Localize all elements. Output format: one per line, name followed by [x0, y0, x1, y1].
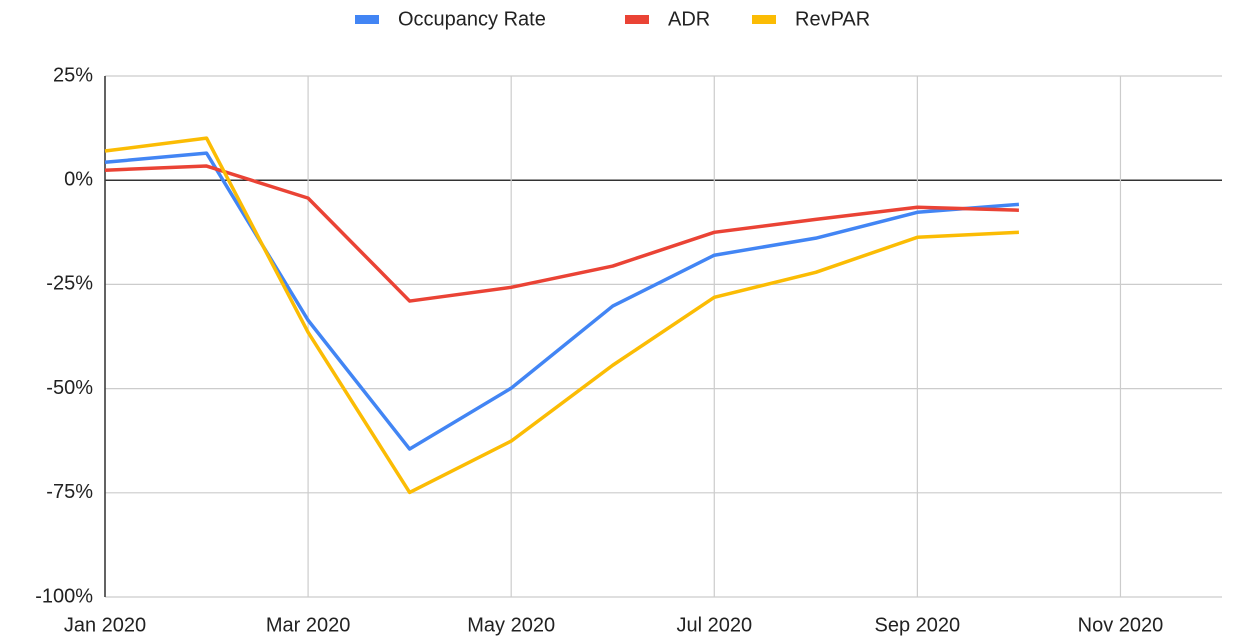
y-tick-label: -50%: [46, 377, 93, 399]
legend-swatch: [625, 15, 649, 24]
y-tick-label: 25%: [53, 64, 93, 86]
legend-label: ADR: [668, 8, 710, 30]
legend-swatch: [355, 15, 379, 24]
legend-label: RevPAR: [795, 8, 870, 30]
y-tick-label: -75%: [46, 481, 93, 503]
y-tick-label: -100%: [35, 585, 93, 607]
series-line: [104, 164, 1019, 303]
x-tick-label: Jan 2020: [64, 614, 146, 636]
series-line: [104, 136, 1019, 495]
x-tick-label: Sep 2020: [875, 614, 961, 636]
x-tick-label: Nov 2020: [1078, 614, 1164, 636]
y-tick-label: -25%: [46, 273, 93, 295]
x-tick-label: May 2020: [467, 614, 555, 636]
legend-swatch: [752, 15, 776, 24]
x-tick-label: Mar 2020: [266, 614, 351, 636]
y-tick-label: 0%: [64, 168, 93, 190]
x-tick-label: Jul 2020: [676, 614, 752, 636]
legend-label: Occupancy Rate: [398, 8, 546, 30]
